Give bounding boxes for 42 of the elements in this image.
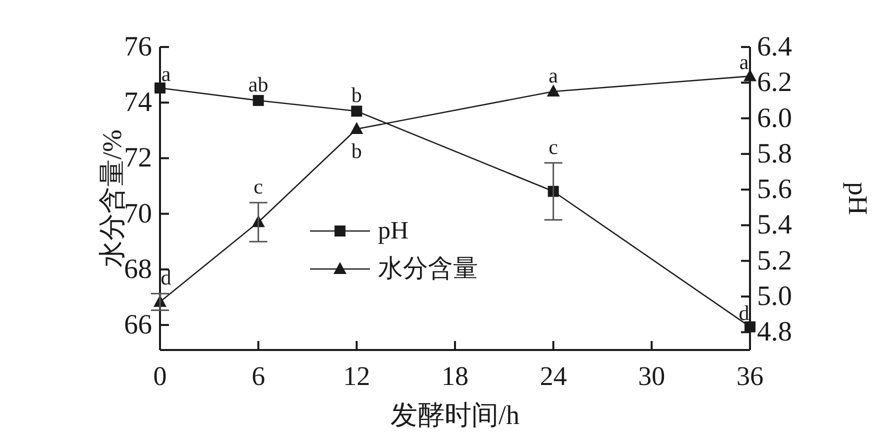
point — [744, 321, 756, 332]
y2-tick-label: 5.4 — [757, 210, 792, 241]
x-tick-label: 6 — [252, 361, 266, 391]
y2-tick-label: 6.4 — [757, 32, 792, 62]
x-tick-label: 30 — [638, 361, 666, 391]
y-tick-label: 74 — [124, 87, 152, 118]
x-tick-label: 0 — [153, 361, 167, 391]
data-label: a — [161, 62, 172, 86]
y-tick-label: 68 — [124, 254, 152, 285]
y2-tick-label: 4.8 — [757, 316, 792, 348]
data-label: ab — [248, 72, 268, 96]
data-label: d — [160, 266, 172, 290]
point — [351, 106, 362, 117]
y2-axis-title: pH — [843, 182, 873, 215]
legend-label: 水分含量 — [378, 256, 478, 282]
point — [154, 82, 166, 94]
data-label: d — [738, 300, 750, 325]
legend-label: pH — [378, 218, 409, 244]
y2-tick-label: 6.2 — [757, 67, 792, 98]
y-tick-label: 70 — [124, 198, 152, 230]
y2-tick-label: 5.8 — [757, 138, 792, 170]
y-tick-label: 66 — [124, 309, 152, 340]
point — [350, 122, 364, 134]
y2-tick-label: 6.0 — [757, 102, 792, 134]
point — [252, 94, 264, 106]
point — [546, 84, 560, 96]
x-tick-label: 18 — [442, 361, 468, 391]
y2-tick-label: 5.6 — [757, 174, 792, 206]
y-tick-label: 72 — [124, 142, 152, 174]
data-label: b — [351, 139, 362, 164]
x-tick-label: 24 — [540, 361, 568, 391]
x-axis-title: 发酵时间/h — [390, 400, 520, 430]
x-tick-label: 12 — [343, 361, 370, 391]
data-label: a — [548, 63, 559, 88]
y2-tick-label: 5.2 — [757, 245, 792, 276]
y-tick-label: 76 — [124, 32, 152, 62]
data-label: c — [548, 134, 558, 159]
data-label: b — [351, 83, 362, 108]
y2-tick-label: 5.0 — [757, 281, 792, 312]
data-label: a — [739, 50, 750, 74]
x-tick-label: 36 — [736, 361, 764, 391]
data-label: c — [254, 174, 263, 199]
